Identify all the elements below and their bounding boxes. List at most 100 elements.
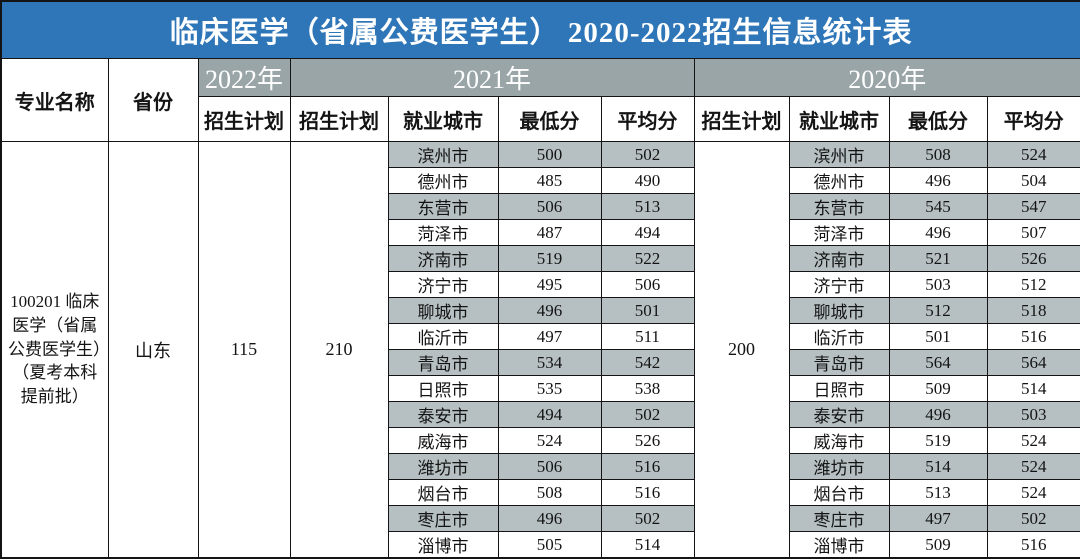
min-2021-cell: 496 xyxy=(497,505,602,532)
avg-2020-cell: 547 xyxy=(986,193,1080,220)
min-2020-header: 最低分 xyxy=(888,96,988,142)
min-2020-cell: 508 xyxy=(888,141,988,168)
table-title: 临床医学（省属公费医学生） 2020-2022招生信息统计表 xyxy=(0,0,1080,59)
avg-2020-cell: 526 xyxy=(986,245,1080,272)
min-2021-cell: 487 xyxy=(497,219,602,246)
table-row: 济宁市 495 506 济宁市 503 512 xyxy=(1,271,1080,298)
city-2020-cell: 枣庄市 xyxy=(788,505,890,532)
min-2020-cell: 509 xyxy=(888,375,988,402)
city-2020-cell: 济南市 xyxy=(788,245,890,272)
city-2021-header: 就业城市 xyxy=(387,96,499,142)
avg-2020-cell: 564 xyxy=(986,349,1080,376)
data-rows: 100201 临床医学（省属公费医学生）（夏考本科提前批） 山东 115 210 滨州市… xyxy=(0,141,1080,559)
plan-2021-header: 招生计划 xyxy=(289,96,389,142)
avg-2021-cell: 494 xyxy=(600,219,695,246)
city-2021-cell: 滨州市 xyxy=(387,141,499,168)
plan-2022-header: 招生计划 xyxy=(197,96,291,142)
avg-2021-cell: 522 xyxy=(600,245,695,272)
avg-2020-cell: 503 xyxy=(986,401,1080,428)
city-2020-cell: 德州市 xyxy=(788,167,890,194)
min-2021-cell: 500 xyxy=(497,141,602,168)
min-2021-header: 最低分 xyxy=(497,96,602,142)
city-2020-cell: 淄博市 xyxy=(788,531,890,559)
min-2021-cell: 494 xyxy=(497,401,602,428)
min-2021-cell: 496 xyxy=(497,297,602,324)
avg-2021-cell: 506 xyxy=(600,271,695,298)
city-2021-cell: 济南市 xyxy=(387,245,499,272)
table-row: 东营市 506 513 东营市 545 547 xyxy=(1,193,1080,220)
plan-2022-cell: 115 xyxy=(197,141,291,559)
avg-2020-cell: 524 xyxy=(986,141,1080,168)
major-column-header: 专业名称 xyxy=(0,58,109,142)
city-2021-cell: 日照市 xyxy=(387,375,499,402)
avg-2020-cell: 502 xyxy=(986,505,1080,532)
min-2021-cell: 519 xyxy=(497,245,602,272)
city-2020-cell: 临沂市 xyxy=(788,323,890,350)
table-row: 枣庄市 496 502 枣庄市 497 502 xyxy=(1,505,1080,532)
city-2020-cell: 烟台市 xyxy=(788,479,890,506)
min-2021-cell: 497 xyxy=(497,323,602,350)
city-2020-cell: 东营市 xyxy=(788,193,890,220)
min-2021-cell: 505 xyxy=(497,531,602,559)
avg-2020-cell: 507 xyxy=(986,219,1080,246)
avg-2020-cell: 518 xyxy=(986,297,1080,324)
avg-2021-cell: 516 xyxy=(600,479,695,506)
min-2021-cell: 524 xyxy=(497,427,602,454)
avg-2020-cell: 504 xyxy=(986,167,1080,194)
min-2021-cell: 485 xyxy=(497,167,602,194)
min-2020-cell: 503 xyxy=(888,271,988,298)
avg-2020-header: 平均分 xyxy=(986,96,1080,142)
avg-2021-cell: 501 xyxy=(600,297,695,324)
avg-2021-cell: 502 xyxy=(600,141,695,168)
min-2021-cell: 534 xyxy=(497,349,602,376)
avg-2020-cell: 516 xyxy=(986,531,1080,559)
city-2020-cell: 菏泽市 xyxy=(788,219,890,246)
avg-2021-cell: 511 xyxy=(600,323,695,350)
min-2020-cell: 514 xyxy=(888,453,988,480)
min-2021-cell: 495 xyxy=(497,271,602,298)
min-2020-cell: 512 xyxy=(888,297,988,324)
city-2021-cell: 东营市 xyxy=(387,193,499,220)
avg-2021-cell: 514 xyxy=(600,531,695,559)
avg-2020-cell: 524 xyxy=(986,427,1080,454)
min-2020-cell: 496 xyxy=(888,219,988,246)
min-2020-cell: 496 xyxy=(888,401,988,428)
min-2020-cell: 564 xyxy=(888,349,988,376)
avg-2020-cell: 524 xyxy=(986,479,1080,506)
city-2021-cell: 威海市 xyxy=(387,427,499,454)
min-2020-cell: 545 xyxy=(888,193,988,220)
min-2021-cell: 506 xyxy=(497,193,602,220)
table-row: 临沂市 497 511 临沂市 501 516 xyxy=(1,323,1080,350)
city-2020-cell: 泰安市 xyxy=(788,401,890,428)
min-2020-cell: 521 xyxy=(888,245,988,272)
city-2021-cell: 泰安市 xyxy=(387,401,499,428)
province-column-header: 省份 xyxy=(107,58,199,142)
city-2021-cell: 菏泽市 xyxy=(387,219,499,246)
avg-2021-cell: 542 xyxy=(600,349,695,376)
table-row: 泰安市 494 502 泰安市 496 503 xyxy=(1,401,1080,428)
major-name-cell: 100201 临床医学（省属公费医学生）（夏考本科提前批） xyxy=(0,141,109,559)
avg-2021-cell: 516 xyxy=(600,453,695,480)
avg-2020-cell: 514 xyxy=(986,375,1080,402)
avg-2021-cell: 502 xyxy=(600,401,695,428)
table-row: 潍坊市 506 516 潍坊市 514 524 xyxy=(1,453,1080,480)
min-2020-cell: 513 xyxy=(888,479,988,506)
city-2021-cell: 济宁市 xyxy=(387,271,499,298)
city-2021-cell: 青岛市 xyxy=(387,349,499,376)
city-2020-cell: 威海市 xyxy=(788,427,890,454)
avg-2021-cell: 490 xyxy=(600,167,695,194)
min-2020-cell: 501 xyxy=(888,323,988,350)
city-2021-cell: 潍坊市 xyxy=(387,453,499,480)
city-2021-cell: 枣庄市 xyxy=(387,505,499,532)
plan-2021-cell: 210 xyxy=(289,141,389,559)
table-row: 烟台市 508 516 烟台市 513 524 xyxy=(1,479,1080,506)
avg-2020-cell: 516 xyxy=(986,323,1080,350)
city-2021-cell: 烟台市 xyxy=(387,479,499,506)
table-row: 青岛市 534 542 青岛市 564 564 xyxy=(1,349,1080,376)
avg-2021-cell: 526 xyxy=(600,427,695,454)
min-2020-cell: 497 xyxy=(888,505,988,532)
table-row: 济南市 519 522 济南市 521 526 xyxy=(1,245,1080,272)
year-2022-header: 2022年 xyxy=(197,58,291,97)
min-2021-cell: 535 xyxy=(497,375,602,402)
table-row: 聊城市 496 501 聊城市 512 518 xyxy=(1,297,1080,324)
